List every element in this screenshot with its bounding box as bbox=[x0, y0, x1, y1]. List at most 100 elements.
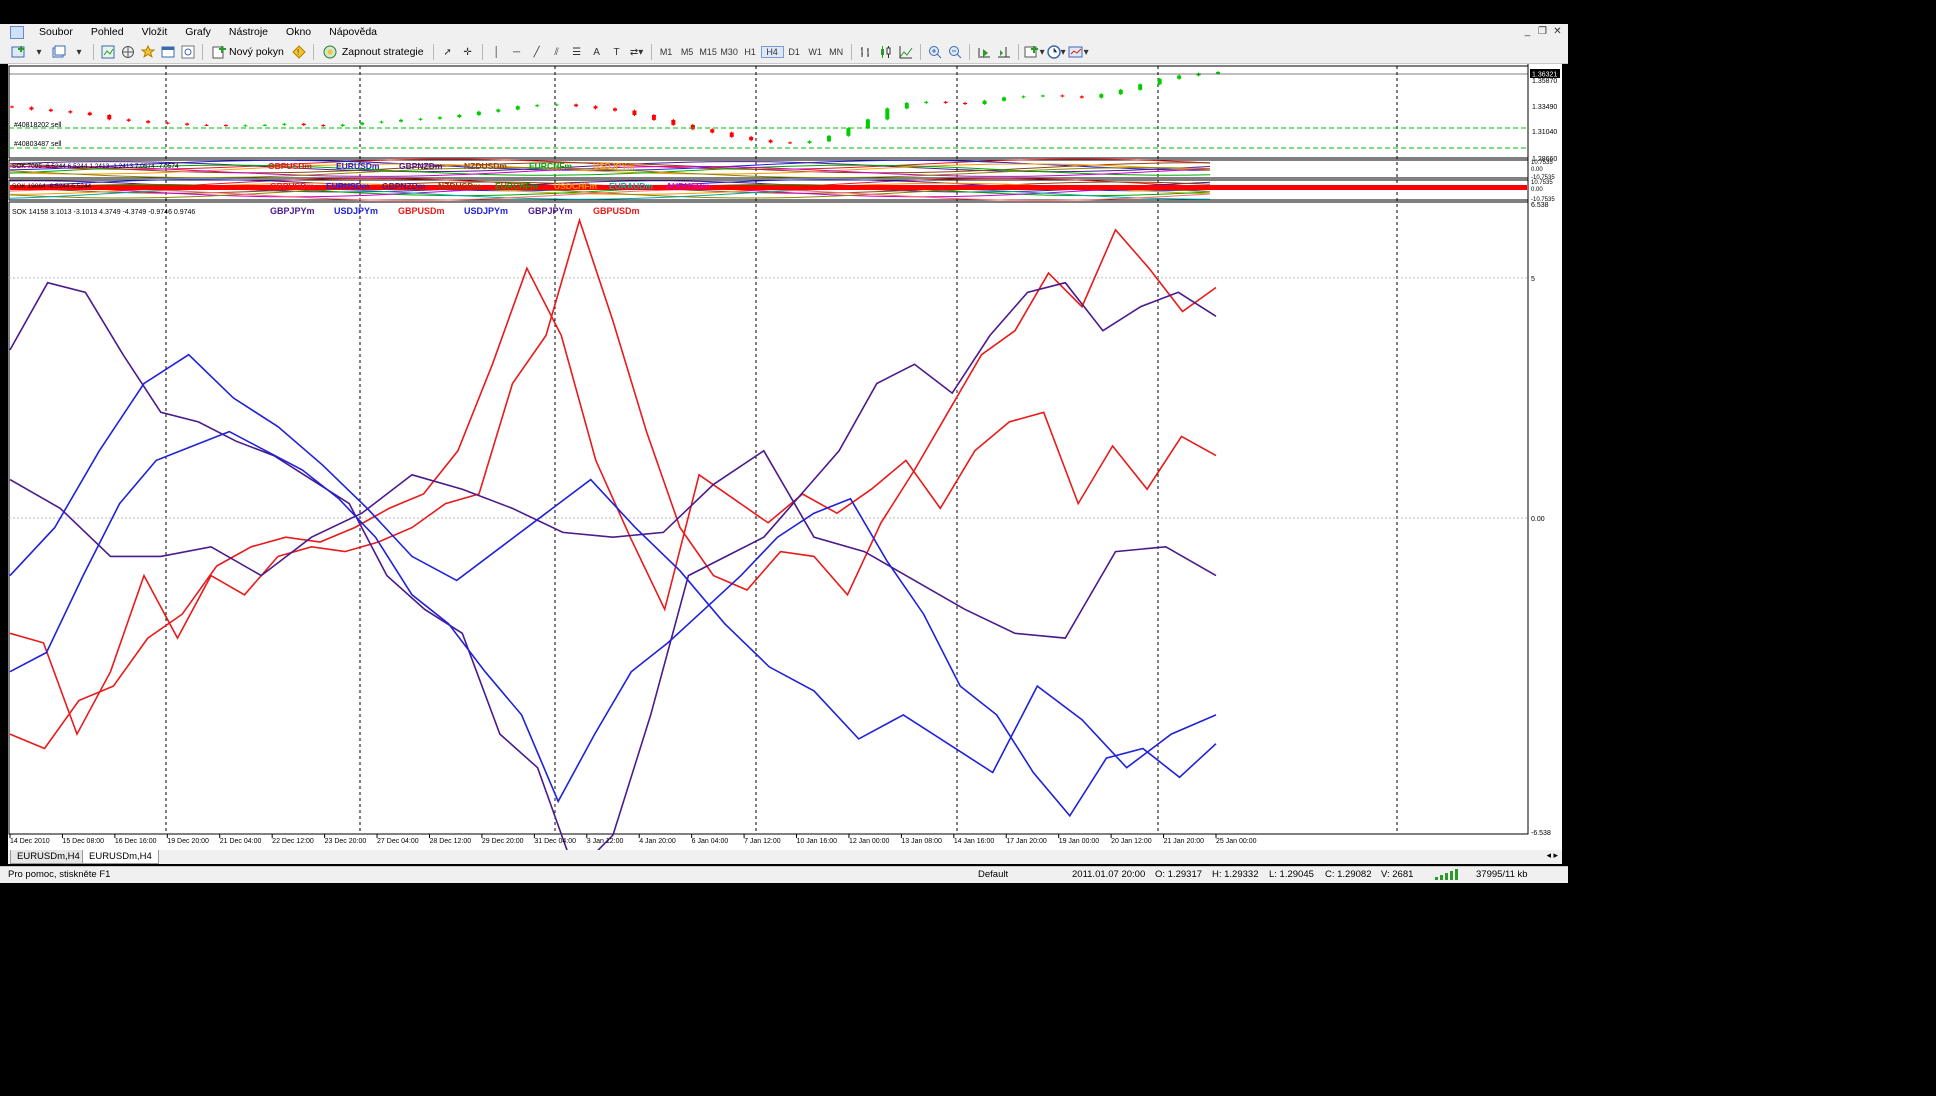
time-axis-label: 15 Dec 08:00 bbox=[62, 838, 104, 845]
channel-icon[interactable]: ⫽ bbox=[554, 46, 559, 58]
market-watch-icon[interactable] bbox=[99, 43, 117, 61]
time-axis-label: 3 Jan 12:00 bbox=[587, 838, 624, 845]
order-label-2: #40803487 sell bbox=[14, 141, 62, 148]
bar-chart-icon[interactable] bbox=[857, 43, 875, 61]
time-axis-label: 7 Jan 12:00 bbox=[744, 838, 781, 845]
favorites-icon[interactable] bbox=[139, 43, 157, 61]
menu-grafy[interactable]: Grafy bbox=[185, 26, 211, 38]
timeframe-m5[interactable]: M5 bbox=[680, 47, 694, 57]
strategy-button[interactable]: Zapnout strategie bbox=[319, 43, 428, 61]
series-line-gbpusdm-0 bbox=[9, 217, 1217, 737]
status-bar: Pro pomoc, stiskněte F1 Default 2011.01.… bbox=[0, 866, 1568, 883]
candle-body bbox=[223, 125, 228, 127]
legend-label: GBPJPYm bbox=[528, 206, 573, 216]
restore-icon[interactable]: ❐ bbox=[1538, 26, 1547, 37]
candle-body bbox=[282, 123, 287, 125]
indicator-band bbox=[10, 185, 1527, 190]
indicators-icon[interactable]: ▾ bbox=[1024, 43, 1045, 61]
tab-chart-1[interactable]: EURUSDm,H4 bbox=[10, 850, 87, 864]
time-axis-label: 19 Dec 20:00 bbox=[167, 838, 209, 845]
tab-scroll-arrows-icon[interactable]: ◂ ▸ bbox=[1546, 850, 1558, 860]
time-axis-label: 17 Jan 20:00 bbox=[1006, 838, 1047, 845]
trendline-icon[interactable]: ╱ bbox=[533, 46, 540, 58]
menu-pohled[interactable]: Pohled bbox=[90, 26, 124, 38]
auto-scroll-icon[interactable] bbox=[975, 43, 993, 61]
time-axis-label: 19 Jan 00:00 bbox=[1059, 838, 1100, 845]
dropdown-arrow-icon[interactable]: ▾ bbox=[36, 46, 42, 58]
candle-body bbox=[10, 106, 14, 108]
new-order-button[interactable]: Nový pokyn bbox=[208, 43, 288, 61]
time-axis-label: 29 Dec 20:00 bbox=[482, 838, 524, 845]
tester-icon[interactable] bbox=[179, 43, 197, 61]
indicator-1-symbol: EURUSDm bbox=[336, 161, 380, 171]
zoom-out-icon[interactable] bbox=[946, 43, 964, 61]
time-axis-label: 31 Dec 04:00 bbox=[534, 838, 576, 845]
timeframe-h4[interactable]: H4 bbox=[760, 46, 784, 58]
cursor-icon[interactable]: ➚ bbox=[443, 46, 452, 58]
menu-okno[interactable]: Okno bbox=[286, 26, 312, 38]
minimize-icon[interactable]: _ bbox=[1524, 26, 1531, 37]
terminal-icon[interactable] bbox=[159, 43, 177, 61]
indicator-1-symbol: NZDUSDm bbox=[464, 161, 507, 171]
indicator-3-header: SOK 14158 3.1013 -3.1013 4.3749 -4.3749 … bbox=[12, 209, 195, 216]
chart-canvas[interactable]: #40818202 sell #40803487 sell 1.363211.358… bbox=[8, 64, 1562, 875]
dropdown-arrow-icon[interactable]: ▾ bbox=[76, 46, 82, 58]
menu-vlozit[interactable]: Vložit bbox=[141, 26, 168, 38]
candle-body bbox=[496, 109, 501, 112]
candle-body bbox=[399, 119, 404, 122]
text-label-icon[interactable]: T bbox=[613, 46, 620, 58]
candle-body bbox=[1060, 95, 1065, 97]
timeframe-m30[interactable]: M30 bbox=[720, 47, 738, 57]
timeframe-h1[interactable]: H1 bbox=[744, 47, 756, 57]
timeframe-d1[interactable]: D1 bbox=[788, 47, 800, 57]
timeframe-mn[interactable]: MN bbox=[829, 47, 844, 57]
arrows-icon[interactable]: ⇄▾ bbox=[629, 46, 644, 58]
indicator-line bbox=[9, 167, 1211, 179]
candle-body bbox=[690, 124, 695, 130]
navigator-icon[interactable] bbox=[119, 43, 137, 61]
axis-label: -6.538 bbox=[1531, 830, 1551, 837]
status-datetime: 2011.01.07 20:00 bbox=[1072, 869, 1146, 880]
candle-body bbox=[321, 125, 326, 127]
candle-body bbox=[613, 108, 617, 111]
horizontal-line-icon[interactable]: ─ bbox=[513, 46, 521, 58]
candle-body bbox=[457, 114, 462, 118]
fibonacci-icon[interactable]: ☰ bbox=[572, 46, 582, 58]
text-icon[interactable]: A bbox=[593, 46, 600, 58]
axis-label: 5 bbox=[1531, 276, 1535, 283]
candle-body bbox=[593, 106, 598, 109]
periods-icon[interactable]: ▾ bbox=[1046, 43, 1066, 61]
legend-label: GBPUSDm bbox=[398, 206, 445, 216]
menu-nastroje[interactable]: Nástroje bbox=[228, 26, 269, 38]
candle-body bbox=[924, 101, 929, 103]
indicator-line bbox=[9, 164, 1211, 176]
close-icon[interactable]: ✕ bbox=[1553, 26, 1562, 37]
chart-shift-icon[interactable] bbox=[995, 43, 1013, 61]
indicator-1-symbol: EURCHFm bbox=[529, 161, 572, 171]
menu-soubor[interactable]: Soubor bbox=[39, 26, 73, 38]
line-chart-icon[interactable] bbox=[897, 43, 915, 61]
menu-napoveda[interactable]: Nápověda bbox=[329, 26, 378, 38]
time-axis-label: 21 Dec 04:00 bbox=[220, 838, 262, 845]
candlestick-icon[interactable] bbox=[877, 43, 895, 61]
vertical-line-icon[interactable]: │ bbox=[493, 46, 500, 58]
templates-icon[interactable]: ▾ bbox=[1068, 43, 1089, 61]
indicator-2-symbol: EURUSDm bbox=[326, 181, 370, 191]
timeframe-m1[interactable]: M1 bbox=[659, 47, 673, 57]
time-axis-label: 22 Dec 12:00 bbox=[272, 838, 314, 845]
candle-body bbox=[807, 141, 812, 143]
candle-body bbox=[632, 110, 637, 115]
timeframe-w1[interactable]: W1 bbox=[808, 47, 822, 57]
time-axis-label: 14 Jan 16:00 bbox=[954, 838, 995, 845]
candle-body bbox=[126, 119, 131, 121]
timeframe-m15[interactable]: M15 bbox=[699, 47, 717, 57]
time-axis-label: 27 Dec 04:00 bbox=[377, 838, 419, 845]
chart-window[interactable]: #40818202 sell #40803487 sell 1.36321 1.358… bbox=[8, 64, 1562, 875]
crosshair-icon[interactable]: ✛ bbox=[463, 46, 472, 58]
candle-body bbox=[1079, 96, 1084, 98]
new-chart-icon[interactable] bbox=[10, 43, 28, 61]
profiles-icon[interactable] bbox=[50, 43, 68, 61]
zoom-in-icon[interactable] bbox=[926, 43, 944, 61]
metaeditor-icon[interactable]: ! bbox=[290, 43, 308, 61]
tab-chart-2[interactable]: EURUSDm,H4 bbox=[82, 850, 159, 864]
